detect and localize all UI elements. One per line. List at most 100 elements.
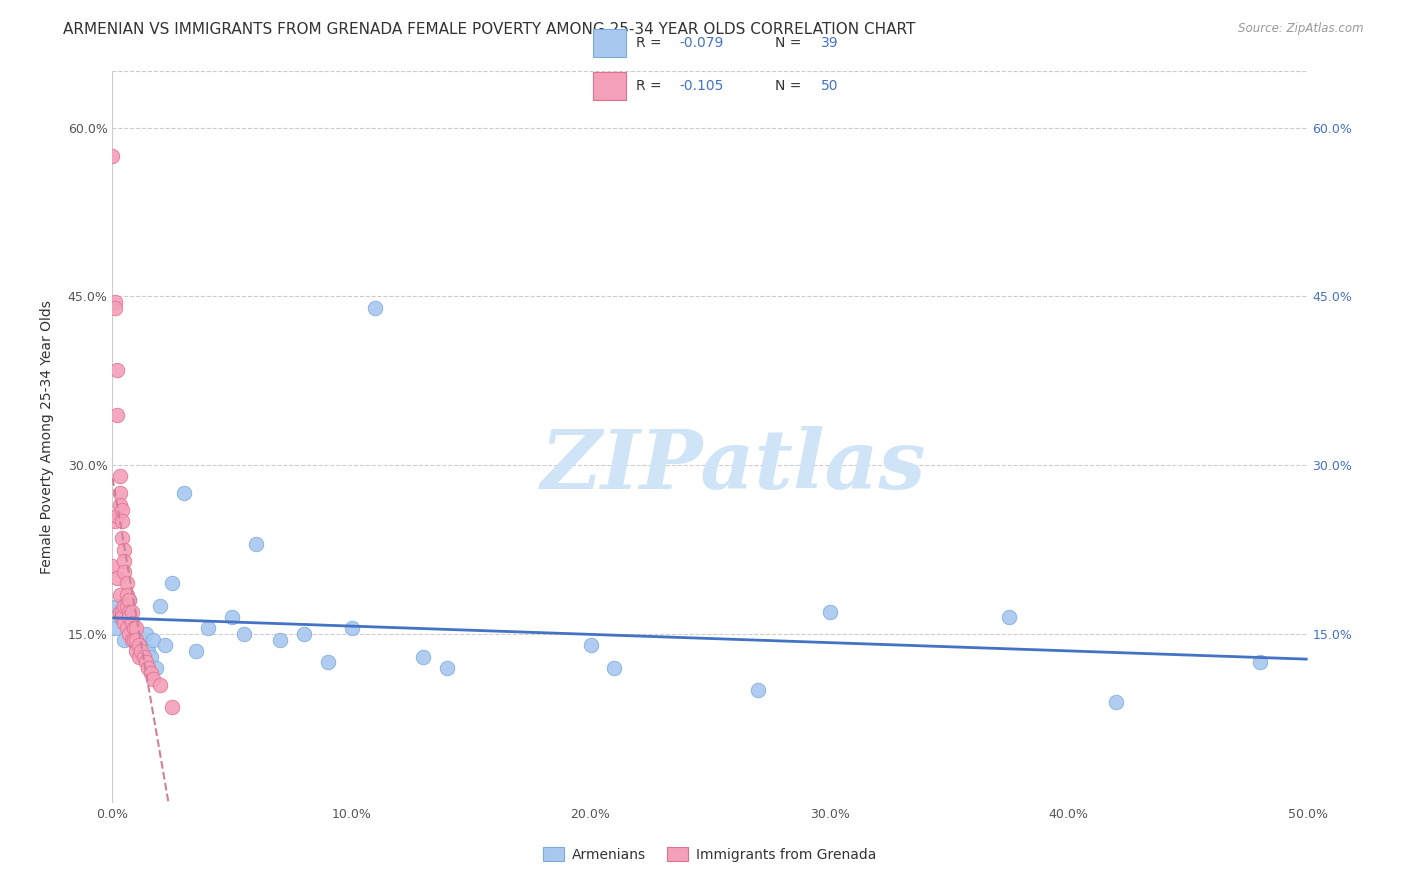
Legend: Armenians, Immigrants from Grenada: Armenians, Immigrants from Grenada xyxy=(536,840,884,869)
Point xyxy=(132,649,155,664)
Point xyxy=(105,362,128,376)
Text: Source: ZipAtlas.com: Source: ZipAtlas.com xyxy=(1239,22,1364,36)
Point xyxy=(114,565,135,579)
Point xyxy=(132,649,155,664)
Point xyxy=(101,149,124,163)
Point xyxy=(233,627,256,641)
Point xyxy=(162,576,183,591)
Point xyxy=(104,301,127,315)
Point xyxy=(111,503,134,517)
Point xyxy=(292,627,315,641)
Point xyxy=(245,537,267,551)
Point xyxy=(122,621,145,635)
Point xyxy=(153,638,176,652)
Point xyxy=(111,532,134,546)
Point xyxy=(111,605,134,619)
Point xyxy=(114,554,135,568)
Text: ARMENIAN VS IMMIGRANTS FROM GRENADA FEMALE POVERTY AMONG 25-34 YEAR OLDS CORRELA: ARMENIAN VS IMMIGRANTS FROM GRENADA FEMA… xyxy=(63,22,915,37)
Point xyxy=(579,638,602,652)
Point xyxy=(118,610,141,624)
Point xyxy=(118,605,141,619)
Point xyxy=(101,559,124,574)
Point xyxy=(125,621,148,635)
Bar xyxy=(593,72,627,100)
Point xyxy=(114,542,135,557)
Point xyxy=(221,610,243,624)
Point xyxy=(122,627,145,641)
Point xyxy=(125,644,148,658)
Point xyxy=(121,605,143,619)
Text: 50: 50 xyxy=(821,79,839,93)
Point xyxy=(128,649,150,664)
Point xyxy=(186,644,208,658)
Text: N =: N = xyxy=(775,79,806,93)
Point xyxy=(139,666,162,681)
Point xyxy=(138,644,160,658)
Text: R =: R = xyxy=(637,79,666,93)
Point xyxy=(128,644,150,658)
Point xyxy=(114,599,135,613)
Point xyxy=(197,621,219,635)
Point xyxy=(121,615,143,630)
Text: R =: R = xyxy=(637,37,666,50)
Point xyxy=(118,593,141,607)
Point xyxy=(108,486,131,500)
Point xyxy=(115,588,138,602)
Point xyxy=(108,610,131,624)
Point xyxy=(162,700,183,714)
Point xyxy=(128,638,150,652)
Point xyxy=(118,593,141,607)
Bar xyxy=(593,29,627,57)
Point xyxy=(125,638,148,652)
Point xyxy=(1249,655,1271,669)
Point xyxy=(139,649,162,664)
Point xyxy=(142,632,165,647)
Point xyxy=(105,408,128,422)
Point xyxy=(108,588,131,602)
Point xyxy=(111,515,134,529)
Point xyxy=(122,632,145,647)
Point xyxy=(135,627,157,641)
Point xyxy=(138,661,160,675)
Point xyxy=(142,672,165,686)
Point xyxy=(149,678,172,692)
Point xyxy=(129,644,152,658)
Point xyxy=(118,627,141,641)
Point xyxy=(173,486,195,500)
Point xyxy=(105,599,128,613)
Point xyxy=(412,649,434,664)
Point xyxy=(108,498,131,512)
Text: N =: N = xyxy=(775,37,806,50)
Point xyxy=(145,661,167,675)
Point xyxy=(111,610,134,624)
Point xyxy=(316,655,339,669)
Text: -0.105: -0.105 xyxy=(679,79,724,93)
Point xyxy=(818,605,841,619)
Point xyxy=(340,621,363,635)
Point xyxy=(105,508,128,523)
Point xyxy=(149,599,172,613)
Point xyxy=(114,632,135,647)
Point xyxy=(104,515,127,529)
Point xyxy=(269,632,291,647)
Point xyxy=(129,632,152,647)
Point xyxy=(104,621,127,635)
Text: ZIPatlas: ZIPatlas xyxy=(541,426,927,507)
Point xyxy=(998,610,1021,624)
Point xyxy=(603,661,626,675)
Point xyxy=(125,632,148,647)
Point xyxy=(108,469,131,483)
Point xyxy=(436,661,458,675)
Point xyxy=(1105,694,1128,708)
Point xyxy=(108,605,131,619)
Point xyxy=(364,301,387,315)
Point xyxy=(121,632,143,647)
Point xyxy=(105,571,128,585)
Point xyxy=(121,615,143,630)
Point xyxy=(115,621,138,635)
Point xyxy=(104,295,127,310)
Text: 39: 39 xyxy=(821,37,839,50)
Point xyxy=(115,576,138,591)
Y-axis label: Female Poverty Among 25-34 Year Olds: Female Poverty Among 25-34 Year Olds xyxy=(39,300,53,574)
Text: -0.079: -0.079 xyxy=(679,37,724,50)
